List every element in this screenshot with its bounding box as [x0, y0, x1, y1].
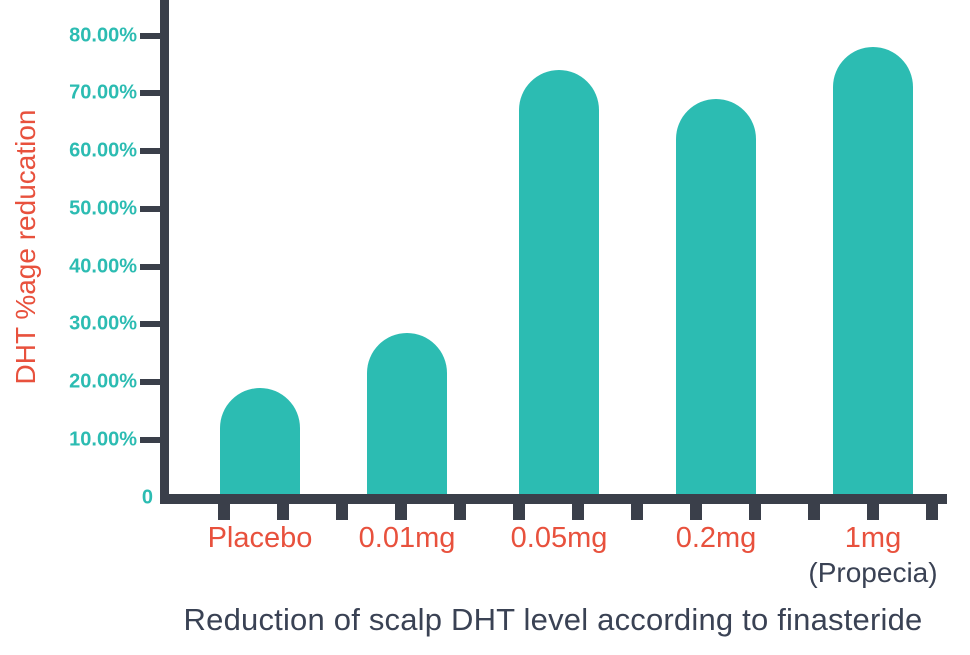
chart-caption: Reduction of scalp DHT level according t…: [183, 602, 923, 637]
x-tick-mark: [572, 503, 584, 520]
x-tick-mark: [454, 503, 466, 520]
bar: [220, 387, 300, 494]
y-tick-label: 70.00%: [69, 81, 137, 104]
y-tick-label: 80.00%: [69, 24, 137, 46]
x-tick-mark: [631, 503, 643, 520]
bar: [833, 47, 913, 494]
y-tick-mark: [140, 148, 161, 154]
x-axis-line: [160, 494, 947, 504]
x-tick-mark: [277, 503, 289, 520]
y-tick-mark: [140, 321, 161, 328]
x-category-label: 0.05mg: [510, 522, 608, 554]
y-tick-mark: [140, 379, 161, 385]
y-tick-mark: [140, 90, 161, 97]
y-tick-mark: [140, 205, 161, 212]
x-category-label: 1mg: [844, 522, 902, 554]
x-tick-mark: [867, 503, 879, 520]
y-axis-line: [160, 0, 169, 504]
y-axis-title: DHT %age reducation: [10, 109, 41, 385]
x-tick-mark: [926, 503, 938, 520]
x-tick-mark: [808, 503, 820, 520]
x-category-sublabel: (Propecia): [808, 557, 938, 588]
y-tick-label: 50.00%: [69, 197, 137, 220]
x-tick-mark: [336, 503, 348, 520]
bar: [519, 70, 599, 494]
x-tick-mark: [395, 503, 407, 520]
bar: [367, 332, 447, 494]
y-tick-mark: [140, 263, 161, 270]
x-tick-mark: [749, 503, 761, 520]
x-category-label: 0.01mg: [358, 522, 456, 554]
x-tick-mark: [513, 503, 525, 520]
x-category-label: Placebo: [207, 522, 313, 554]
y-tick-mark: [140, 436, 161, 443]
x-category-label: 0.2mg: [675, 522, 757, 554]
y-tick-label: 40.00%: [69, 255, 137, 277]
y-tick-label: 60.00%: [69, 139, 137, 162]
y-tick-label: 10.00%: [69, 428, 137, 451]
x-tick-mark: [690, 503, 702, 520]
y-tick-label: 20.00%: [69, 370, 137, 393]
bar: [676, 99, 756, 494]
y-tick-label: 30.00%: [69, 312, 137, 335]
y-tick-label: 0: [141, 486, 153, 508]
x-tick-mark: [218, 503, 230, 520]
y-tick-mark: [140, 32, 161, 39]
